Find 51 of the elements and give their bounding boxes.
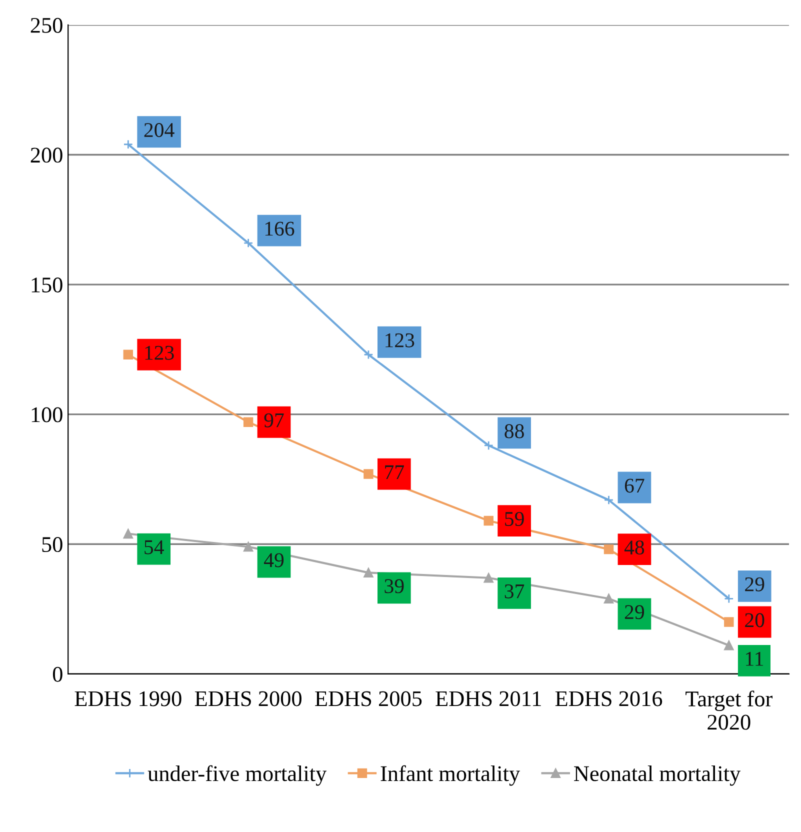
x-tick-label: EDHS 1990 (74, 691, 182, 706)
data-label: 88 (504, 424, 524, 438)
point (484, 573, 494, 583)
data-label: 97 (264, 413, 284, 428)
x-tick-label: Target for 2020 (686, 690, 772, 730)
legend-label: Neonatal mortality (574, 766, 741, 786)
point (604, 544, 614, 554)
data-label: 166 (265, 222, 294, 236)
data-label: 59 (505, 512, 524, 526)
point (484, 440, 494, 450)
point (364, 469, 374, 479)
x-tick-label: EDHS 2005 (315, 691, 422, 706)
y-tick-label: 0 (52, 666, 62, 682)
point (123, 528, 134, 539)
data-label: 11 (746, 652, 763, 666)
point (243, 417, 254, 427)
data-label: 29 (624, 605, 644, 620)
data-label: 37 (504, 584, 524, 598)
y-tick-label: 150 (32, 277, 62, 292)
y-tick-label: 250 (30, 18, 62, 33)
point (724, 640, 734, 650)
data-label: 48 (624, 540, 644, 555)
point (243, 542, 254, 552)
data-label: 67 (624, 478, 644, 493)
legend-label: Infant mortality (380, 765, 520, 786)
point (604, 594, 614, 604)
data-label: 49 (264, 553, 284, 568)
data-label: 29 (745, 577, 764, 592)
point (123, 140, 134, 150)
data-label: 123 (145, 346, 174, 360)
x-tick-label: EDHS 2000 (194, 691, 302, 706)
y-tick-label: 50 (42, 537, 62, 552)
point (364, 350, 374, 360)
legend-label: under-five mortality (148, 765, 327, 786)
x-tick-label: EDHS 2016 (555, 691, 662, 706)
x-tick-label: EDHS 2011 (436, 691, 541, 706)
y-tick-label: 200 (30, 148, 62, 163)
y-tick-label: 100 (32, 407, 62, 422)
point (724, 617, 734, 627)
data-label: 123 (386, 333, 414, 348)
point (364, 568, 374, 578)
data-label: 77 (385, 465, 404, 480)
point (123, 350, 134, 360)
data-label: 204 (144, 123, 174, 138)
data-label: 39 (384, 579, 404, 594)
point (724, 594, 734, 604)
point (484, 516, 494, 526)
point (243, 238, 254, 248)
data-label: 54 (144, 540, 164, 554)
data-label: 20 (745, 613, 764, 628)
point (604, 495, 614, 505)
